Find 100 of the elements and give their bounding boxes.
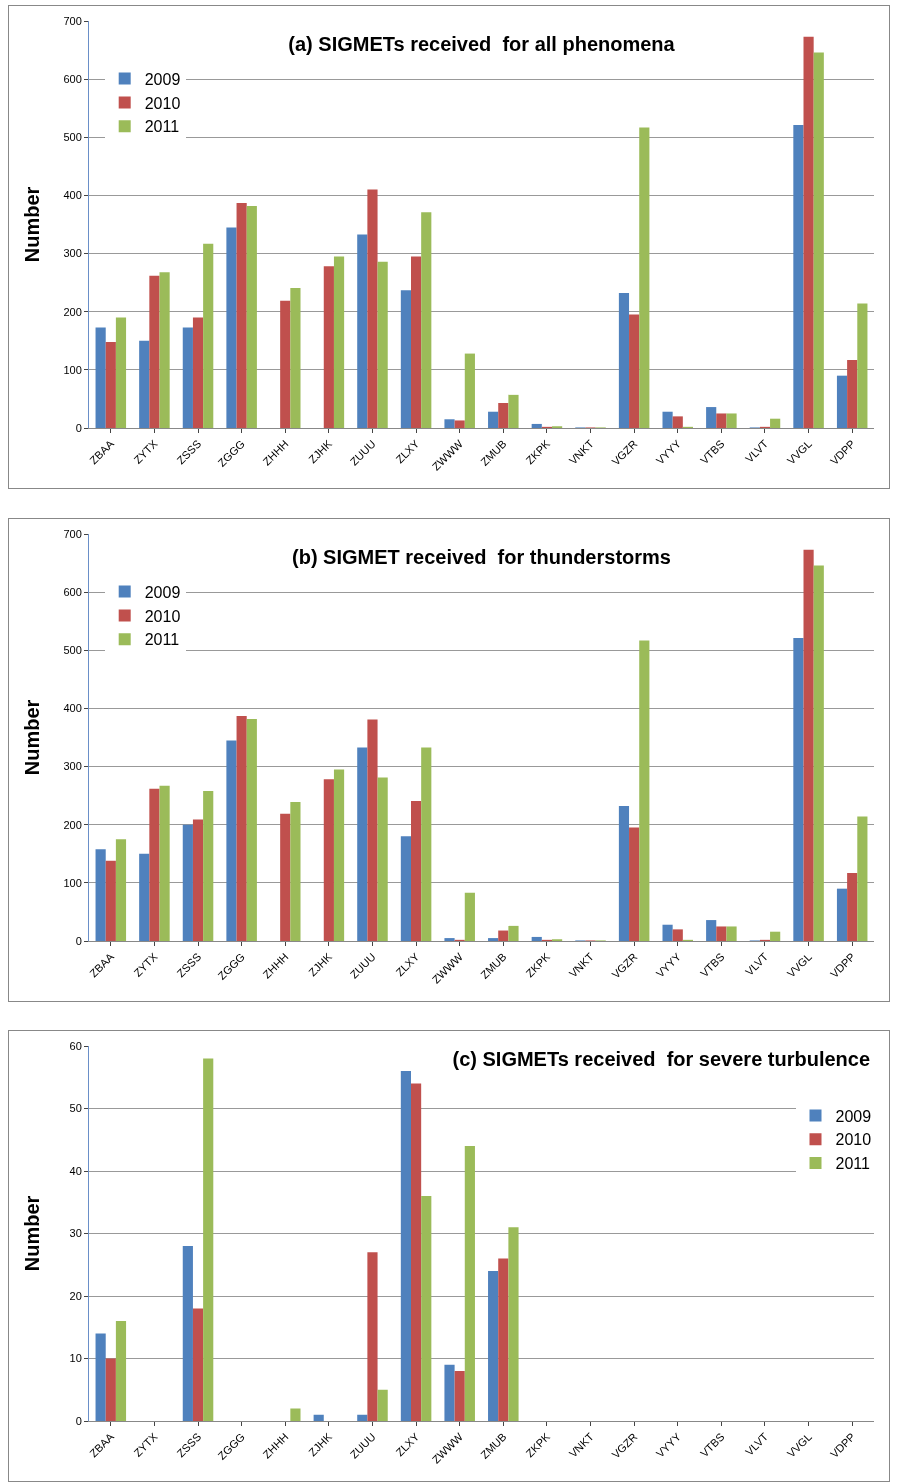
bar — [182, 1246, 193, 1421]
y-tick-label: 100 — [63, 876, 82, 889]
y-tick-label: 10 — [69, 1352, 82, 1365]
bar — [639, 127, 650, 428]
y-tick-label: 50 — [69, 1102, 82, 1115]
legend-label: 2010 — [144, 94, 181, 112]
bar — [226, 740, 237, 941]
y-tick-label: 100 — [63, 363, 82, 376]
bar — [464, 353, 475, 428]
bar — [454, 420, 465, 428]
y-tick-label: 20 — [69, 1289, 82, 1302]
bar — [95, 1333, 106, 1421]
bar — [672, 416, 683, 428]
bar — [149, 275, 160, 428]
bar — [192, 1308, 204, 1421]
y-tick-label: 700 — [63, 527, 82, 540]
y-tick-label: 300 — [63, 760, 82, 773]
bar — [192, 819, 204, 941]
bar — [726, 413, 737, 428]
bar — [333, 769, 345, 941]
legend-label: 2011 — [835, 1155, 871, 1173]
y-tick-label: 200 — [63, 818, 82, 831]
bar — [105, 1358, 116, 1421]
y-axis-title: Number — [21, 186, 43, 263]
bar — [182, 824, 193, 941]
bar — [139, 340, 150, 428]
bar — [280, 300, 291, 428]
bar — [498, 930, 509, 941]
bar — [192, 317, 204, 428]
legend-label: 2011 — [144, 631, 180, 649]
bar — [793, 125, 804, 428]
bar — [105, 860, 116, 941]
bar — [706, 407, 717, 428]
bar — [203, 790, 214, 941]
bar — [182, 327, 193, 428]
y-axis-title: Number — [21, 1195, 43, 1272]
bar — [629, 314, 640, 428]
bar — [236, 715, 247, 941]
bar — [323, 779, 334, 941]
bar — [813, 565, 824, 941]
bar — [421, 1196, 432, 1421]
bar — [159, 272, 170, 428]
bar — [323, 266, 334, 428]
y-tick-label: 500 — [63, 644, 82, 657]
bar — [444, 938, 455, 941]
bar — [770, 418, 781, 428]
y-tick-label: 400 — [63, 702, 82, 715]
text: (a) SIGMETs received for all phenomena — [288, 33, 676, 56]
bar — [246, 205, 257, 428]
bar — [367, 189, 378, 428]
bar — [531, 936, 542, 941]
bar — [411, 800, 422, 941]
legend-label: 2009 — [144, 583, 181, 601]
bar — [203, 243, 214, 428]
bar — [400, 836, 411, 941]
legend-label: 2009 — [144, 70, 181, 88]
bar — [454, 1371, 465, 1421]
bar — [672, 929, 683, 941]
y-tick-label: 200 — [63, 305, 82, 318]
bar — [488, 1271, 499, 1421]
y-tick-label: 500 — [63, 131, 82, 144]
bar — [857, 303, 868, 428]
bar — [115, 839, 127, 941]
bar — [508, 1227, 519, 1421]
bar — [115, 1321, 127, 1421]
legend-label: 2010 — [144, 607, 181, 625]
bar — [95, 327, 106, 428]
y-tick-label: 400 — [63, 189, 82, 202]
bar — [508, 394, 519, 428]
bar — [333, 256, 345, 428]
bar — [639, 640, 650, 941]
bar — [726, 926, 737, 941]
bar — [836, 375, 848, 428]
bar — [498, 403, 509, 428]
legend-label: 2010 — [835, 1131, 872, 1149]
y-tick-label: 600 — [63, 72, 82, 85]
bar — [411, 1083, 422, 1421]
bar — [149, 788, 160, 941]
bar — [280, 813, 291, 941]
bar — [857, 816, 868, 941]
legend-label: 2009 — [835, 1107, 872, 1125]
bar — [444, 1364, 455, 1421]
chart-title: (c) SIGMETs received for severe turbulence — [452, 1047, 871, 1070]
text: (b) SIGMET received for thunderstorms — [292, 546, 671, 569]
bar — [803, 36, 814, 428]
bar — [770, 931, 781, 941]
bar — [377, 777, 388, 941]
bar — [716, 413, 727, 428]
bar — [236, 202, 247, 428]
bar — [400, 290, 411, 428]
bar — [95, 849, 106, 941]
bar — [421, 212, 432, 428]
y-tick-label: 60 — [69, 1039, 82, 1052]
bar — [421, 747, 432, 941]
bar — [629, 827, 640, 941]
bar — [716, 926, 727, 941]
bar — [290, 802, 301, 941]
bar — [367, 1252, 378, 1421]
bar — [411, 256, 422, 428]
bar — [313, 1414, 324, 1421]
